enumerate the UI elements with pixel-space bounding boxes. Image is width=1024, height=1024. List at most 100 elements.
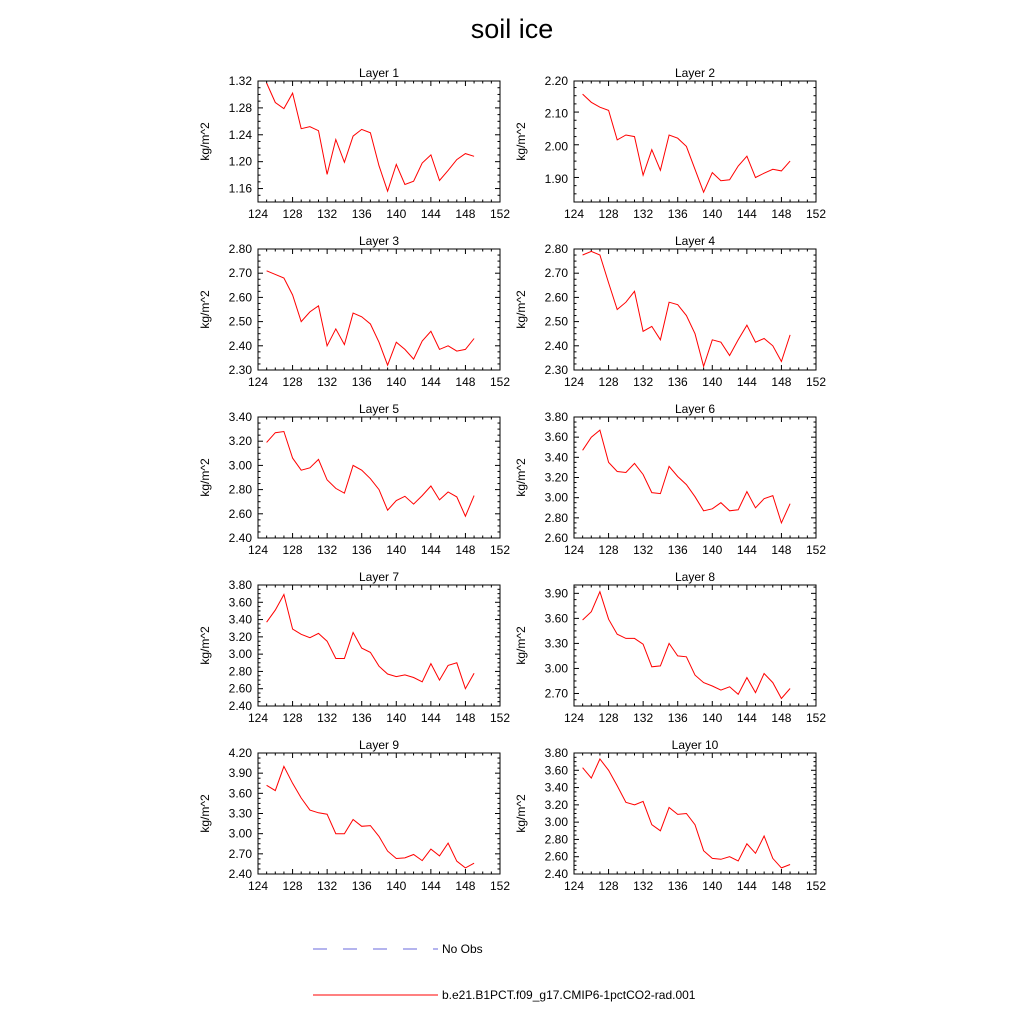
y-tick-label: 2.40 xyxy=(229,531,253,545)
plot-frame xyxy=(257,248,501,371)
x-tick-label: 128 xyxy=(283,375,303,389)
y-axis-label: kg/m^2 xyxy=(198,290,212,329)
series-line xyxy=(582,590,791,700)
x-tick-label: 152 xyxy=(490,711,510,725)
x-tick-label: 140 xyxy=(702,207,722,221)
y-tick-label: 2.40 xyxy=(229,339,253,353)
x-tick-label: 144 xyxy=(421,711,441,725)
x-tick-label: 128 xyxy=(283,711,303,725)
x-tick-label: 124 xyxy=(564,879,584,893)
y-tick-label: 2.40 xyxy=(229,867,253,881)
panel-title: Layer 9 xyxy=(359,738,399,752)
x-tick-label: 124 xyxy=(248,711,268,725)
y-tick-label: 3.00 xyxy=(545,815,569,829)
y-tick-label: 2.40 xyxy=(545,867,569,881)
y-tick-label: 2.80 xyxy=(229,664,253,678)
x-tick-label: 144 xyxy=(737,375,757,389)
panel-title: Layer 5 xyxy=(359,402,399,416)
y-tick-label: 2.60 xyxy=(229,682,253,696)
y-tick-label: 3.60 xyxy=(229,595,253,609)
x-tick-label: 152 xyxy=(490,375,510,389)
x-tick-label: 148 xyxy=(455,879,475,893)
panel-title: Layer 2 xyxy=(675,66,715,80)
y-tick-label: 2.60 xyxy=(229,290,253,304)
y-tick-label: 1.32 xyxy=(229,74,253,88)
plot-frame xyxy=(257,416,501,539)
x-tick-label: 140 xyxy=(386,207,406,221)
panel-10: Layer 10 kg/m^2 124 128 132 136 140 144 148 152 2.… xyxy=(514,738,826,893)
x-tick-label: 132 xyxy=(317,543,337,557)
x-tick-label: 136 xyxy=(668,879,688,893)
series-line xyxy=(266,82,475,193)
x-tick-label: 128 xyxy=(599,711,619,725)
y-axis-label: kg/m^2 xyxy=(198,794,212,833)
x-tick-label: 136 xyxy=(668,711,688,725)
panel-title: Layer 1 xyxy=(359,66,399,80)
x-tick-label: 132 xyxy=(633,375,653,389)
y-tick-label: 2.40 xyxy=(545,339,569,353)
y-tick-label: 3.60 xyxy=(545,430,569,444)
x-tick-label: 152 xyxy=(806,375,826,389)
x-tick-label: 136 xyxy=(668,207,688,221)
x-tick-label: 140 xyxy=(702,543,722,557)
y-tick-label: 2.50 xyxy=(229,315,253,329)
panel-1: Layer 1 kg/m^2 124 128 132 136 140 144 148 152 1.1… xyxy=(198,66,510,221)
x-tick-label: 136 xyxy=(352,543,372,557)
y-tick-label: 1.16 xyxy=(229,182,253,196)
y-tick-label: 2.80 xyxy=(545,832,569,846)
plot-frame xyxy=(573,584,817,707)
x-tick-label: 128 xyxy=(599,879,619,893)
y-tick-label: 2.30 xyxy=(229,363,253,377)
y-tick-label: 3.40 xyxy=(545,781,569,795)
y-tick-label: 1.24 xyxy=(229,128,253,142)
x-tick-label: 124 xyxy=(564,375,584,389)
x-tick-label: 128 xyxy=(283,207,303,221)
y-tick-label: 2.70 xyxy=(229,847,253,861)
series-line xyxy=(582,93,791,194)
panel-title: Layer 8 xyxy=(675,570,715,584)
chart-title: soil ice xyxy=(470,14,554,44)
x-tick-label: 136 xyxy=(668,375,688,389)
y-tick-label: 2.80 xyxy=(229,483,253,497)
series-line xyxy=(582,429,791,525)
x-tick-label: 140 xyxy=(702,879,722,893)
x-tick-label: 136 xyxy=(352,711,372,725)
x-tick-label: 152 xyxy=(490,207,510,221)
y-axis-label: kg/m^2 xyxy=(514,626,528,665)
x-tick-label: 128 xyxy=(599,543,619,557)
y-tick-label: 3.20 xyxy=(545,798,569,812)
y-tick-label: 2.70 xyxy=(229,266,253,280)
y-axis-label: kg/m^2 xyxy=(198,458,212,497)
x-tick-label: 148 xyxy=(771,879,791,893)
y-tick-label: 2.60 xyxy=(545,850,569,864)
series-line xyxy=(582,250,791,369)
panel-title: Layer 6 xyxy=(675,402,715,416)
plot-frame xyxy=(257,584,501,707)
y-tick-label: 2.40 xyxy=(229,699,253,713)
x-tick-label: 140 xyxy=(702,711,722,725)
x-tick-label: 148 xyxy=(771,375,791,389)
y-tick-label: 2.80 xyxy=(229,242,253,256)
y-tick-label: 3.80 xyxy=(229,578,253,592)
x-tick-label: 144 xyxy=(737,207,757,221)
x-tick-label: 128 xyxy=(283,543,303,557)
y-tick-label: 1.28 xyxy=(229,101,253,115)
y-tick-label: 3.00 xyxy=(229,458,253,472)
x-tick-label: 128 xyxy=(599,207,619,221)
x-tick-label: 132 xyxy=(633,879,653,893)
y-tick-label: 2.10 xyxy=(545,107,569,121)
plot-frame xyxy=(573,80,817,203)
x-tick-label: 144 xyxy=(421,543,441,557)
y-tick-label: 2.60 xyxy=(229,507,253,521)
x-tick-label: 144 xyxy=(737,711,757,725)
y-tick-label: 2.30 xyxy=(545,363,569,377)
y-tick-label: 2.80 xyxy=(545,511,569,525)
panel-9: Layer 9 kg/m^2 124 128 132 136 140 144 148 152 2.4… xyxy=(198,738,510,893)
x-tick-label: 144 xyxy=(737,879,757,893)
panel-6: Layer 6 kg/m^2 124 128 132 136 140 144 148 152 2.6… xyxy=(514,402,826,557)
x-tick-label: 148 xyxy=(455,543,475,557)
y-tick-label: 3.80 xyxy=(545,410,569,424)
x-tick-label: 136 xyxy=(668,543,688,557)
panel-4: Layer 4 kg/m^2 124 128 132 136 140 144 148 152 2.3… xyxy=(514,234,826,389)
x-tick-label: 152 xyxy=(806,711,826,725)
